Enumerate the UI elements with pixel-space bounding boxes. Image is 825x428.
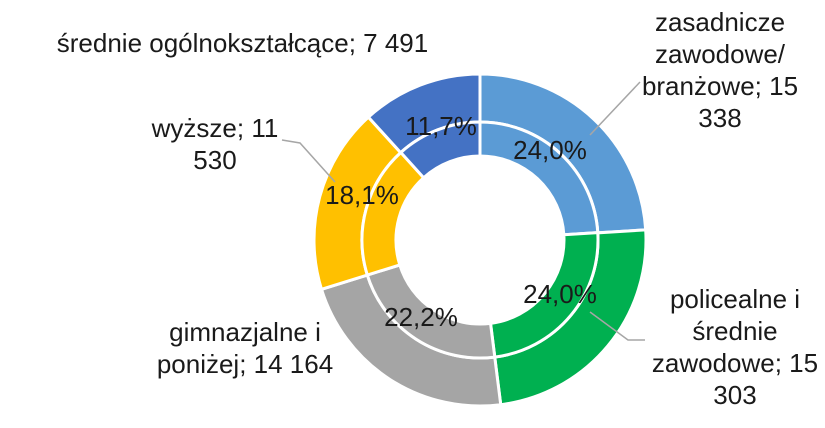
data-label: 11,7% — [405, 111, 477, 141]
leader-line — [589, 81, 641, 136]
data-label: gimnazjalne i poniżej; 14 164 — [156, 317, 334, 379]
data-label: zasadnicze zawodowe/ branżowe; 15 338 — [641, 7, 799, 133]
slice — [398, 120, 482, 180]
data-label: 24,0% — [513, 135, 587, 165]
data-label: policealne i średnie zawodowe; 15 303 — [651, 284, 819, 410]
data-label: 22,2% — [384, 302, 458, 332]
slices: 24,0% 24,0% 22,2% 18,1% 11,7% — [312, 72, 648, 408]
leader-line — [589, 311, 645, 341]
data-label: 18,1% — [325, 180, 399, 210]
data-label: średnie ogólnokształcące; 7 491 — [56, 28, 429, 58]
leader-line — [281, 139, 336, 183]
data-label: wyższe; 11 530 — [151, 113, 279, 175]
data-label: 24,0% — [523, 279, 597, 309]
